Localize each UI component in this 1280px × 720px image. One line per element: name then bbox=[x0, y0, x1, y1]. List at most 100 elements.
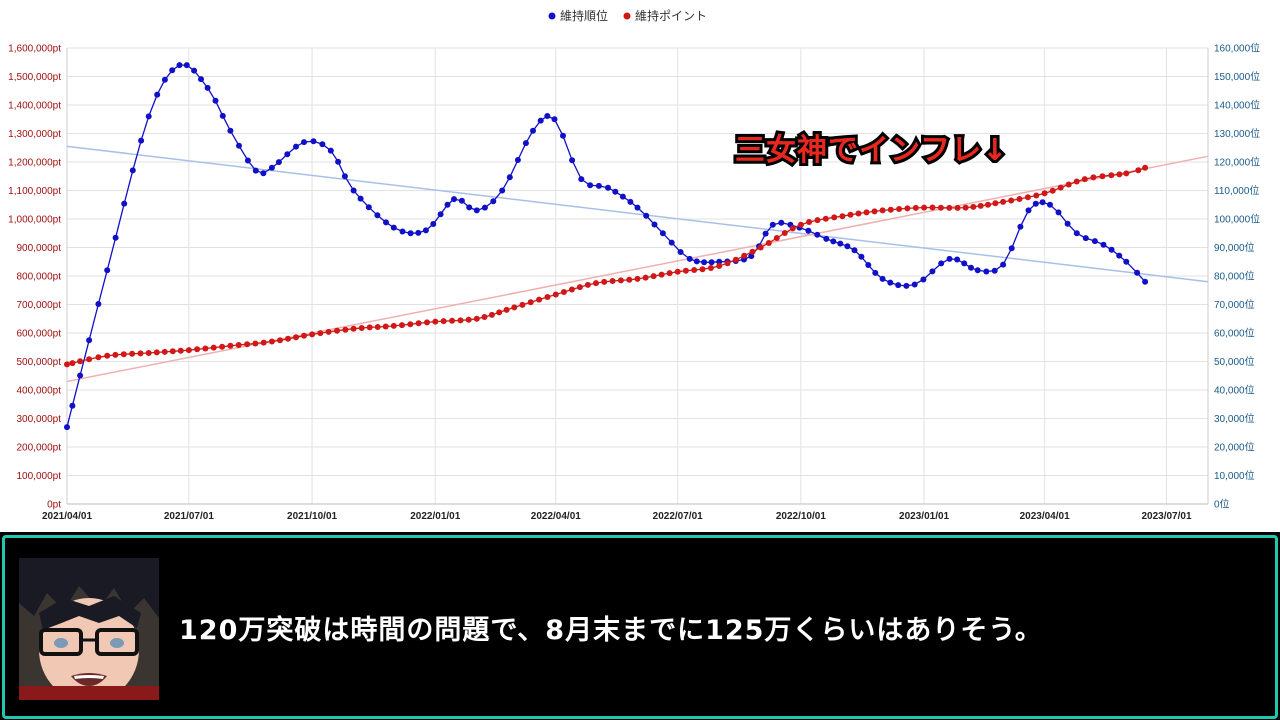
trendline bbox=[66, 145, 1209, 283]
data-point bbox=[422, 227, 429, 234]
data-point bbox=[1016, 196, 1023, 202]
data-point bbox=[552, 291, 559, 298]
data-point bbox=[716, 263, 723, 269]
data-point bbox=[609, 278, 616, 284]
data-point bbox=[879, 207, 886, 214]
data-point bbox=[444, 201, 451, 208]
data-point bbox=[176, 62, 183, 69]
x-tick-label: 2023/07/01 bbox=[1141, 511, 1191, 522]
data-point bbox=[490, 198, 497, 205]
data-point bbox=[514, 157, 521, 163]
data-point bbox=[1090, 174, 1097, 181]
data-point bbox=[601, 278, 608, 285]
data-point bbox=[153, 349, 160, 356]
data-point bbox=[593, 280, 599, 287]
data-point bbox=[1017, 223, 1024, 230]
annotation-text: 三女神でインフレ↓ bbox=[735, 133, 1008, 168]
chart-area: 0pt 0位 100,000pt 10,000位 200,000pt 20,000位 300… bbox=[0, 0, 1280, 532]
data-point bbox=[440, 318, 447, 325]
data-point bbox=[183, 62, 190, 69]
y-right-tick-label: 80,000位 bbox=[1214, 270, 1255, 283]
data-point bbox=[830, 238, 837, 245]
data-point bbox=[506, 174, 513, 181]
data-point bbox=[210, 344, 217, 351]
character-avatar bbox=[19, 558, 159, 700]
data-point bbox=[227, 342, 234, 349]
data-point bbox=[911, 281, 918, 288]
data-point bbox=[407, 321, 414, 328]
y-left-tick-label: 0pt bbox=[47, 500, 61, 511]
y-left-tick-label: 200,000pt bbox=[17, 443, 62, 454]
data-point bbox=[69, 402, 76, 409]
data-point bbox=[560, 132, 566, 139]
y-right-tick-label: 140,000位 bbox=[1214, 99, 1260, 112]
data-point bbox=[120, 351, 127, 358]
data-point bbox=[169, 67, 176, 74]
y-right-tick-label: 70,000位 bbox=[1214, 298, 1255, 311]
data-point bbox=[954, 256, 961, 263]
data-point bbox=[252, 340, 259, 347]
data-point bbox=[962, 204, 969, 211]
data-point bbox=[325, 328, 332, 335]
data-point bbox=[871, 208, 878, 215]
data-point bbox=[319, 141, 326, 148]
data-point bbox=[235, 342, 242, 348]
x-tick-label: 2021/10/01 bbox=[287, 511, 337, 522]
data-point bbox=[374, 212, 381, 219]
data-point bbox=[358, 325, 365, 331]
data-point bbox=[865, 262, 872, 268]
data-point bbox=[293, 334, 299, 341]
x-tick-label: 2022/10/01 bbox=[776, 511, 826, 522]
data-point bbox=[1099, 173, 1106, 180]
data-point bbox=[244, 157, 251, 164]
data-point bbox=[544, 294, 551, 300]
y-right-tick-label: 10,000位 bbox=[1214, 469, 1255, 482]
data-point bbox=[511, 304, 518, 311]
data-point bbox=[844, 243, 851, 250]
data-point bbox=[301, 139, 307, 146]
data-point bbox=[473, 207, 480, 214]
y-left-tick-label: 1,400,000pt bbox=[8, 101, 61, 112]
data-point bbox=[627, 198, 634, 205]
data-point bbox=[449, 317, 456, 324]
data-point bbox=[872, 269, 879, 276]
data-point bbox=[851, 247, 858, 254]
data-point bbox=[544, 113, 551, 119]
data-point bbox=[202, 345, 209, 352]
data-point bbox=[77, 358, 84, 365]
data-point bbox=[481, 314, 488, 320]
data-point bbox=[317, 330, 324, 337]
y-right-tick-label: 50,000位 bbox=[1214, 355, 1255, 368]
data-point bbox=[415, 229, 422, 236]
data-point bbox=[781, 230, 788, 236]
data-point bbox=[161, 348, 168, 355]
y-left-tick-label: 800,000pt bbox=[17, 272, 62, 283]
data-point bbox=[887, 279, 894, 286]
y-left-tick-label: 1,100,000pt bbox=[8, 186, 61, 197]
data-point bbox=[855, 210, 862, 217]
data-point bbox=[219, 343, 226, 350]
y-left-tick-label: 1,200,000pt bbox=[8, 158, 61, 169]
y-left-tick-label: 1,000,000pt bbox=[8, 215, 61, 226]
data-point bbox=[658, 271, 665, 278]
data-point bbox=[626, 276, 633, 283]
data-point bbox=[847, 211, 854, 218]
y-left-tick-label: 700,000pt bbox=[17, 300, 62, 311]
data-point bbox=[903, 282, 910, 289]
data-point bbox=[366, 324, 373, 331]
data-point bbox=[837, 240, 844, 247]
data-point bbox=[1134, 269, 1141, 276]
data-point bbox=[488, 311, 495, 318]
data-point bbox=[198, 76, 204, 83]
data-point bbox=[1082, 235, 1089, 242]
data-point bbox=[1108, 172, 1115, 179]
data-point bbox=[301, 332, 307, 339]
data-point bbox=[390, 322, 397, 329]
data-point bbox=[773, 235, 780, 241]
data-point bbox=[716, 258, 723, 265]
data-point bbox=[568, 286, 575, 293]
data-point bbox=[757, 244, 764, 251]
axes: 0pt 0位 100,000pt 10,000位 200,000pt 20,000位 300… bbox=[8, 42, 1260, 523]
x-tick-label: 2022/07/01 bbox=[653, 511, 703, 522]
data-point bbox=[651, 221, 658, 228]
